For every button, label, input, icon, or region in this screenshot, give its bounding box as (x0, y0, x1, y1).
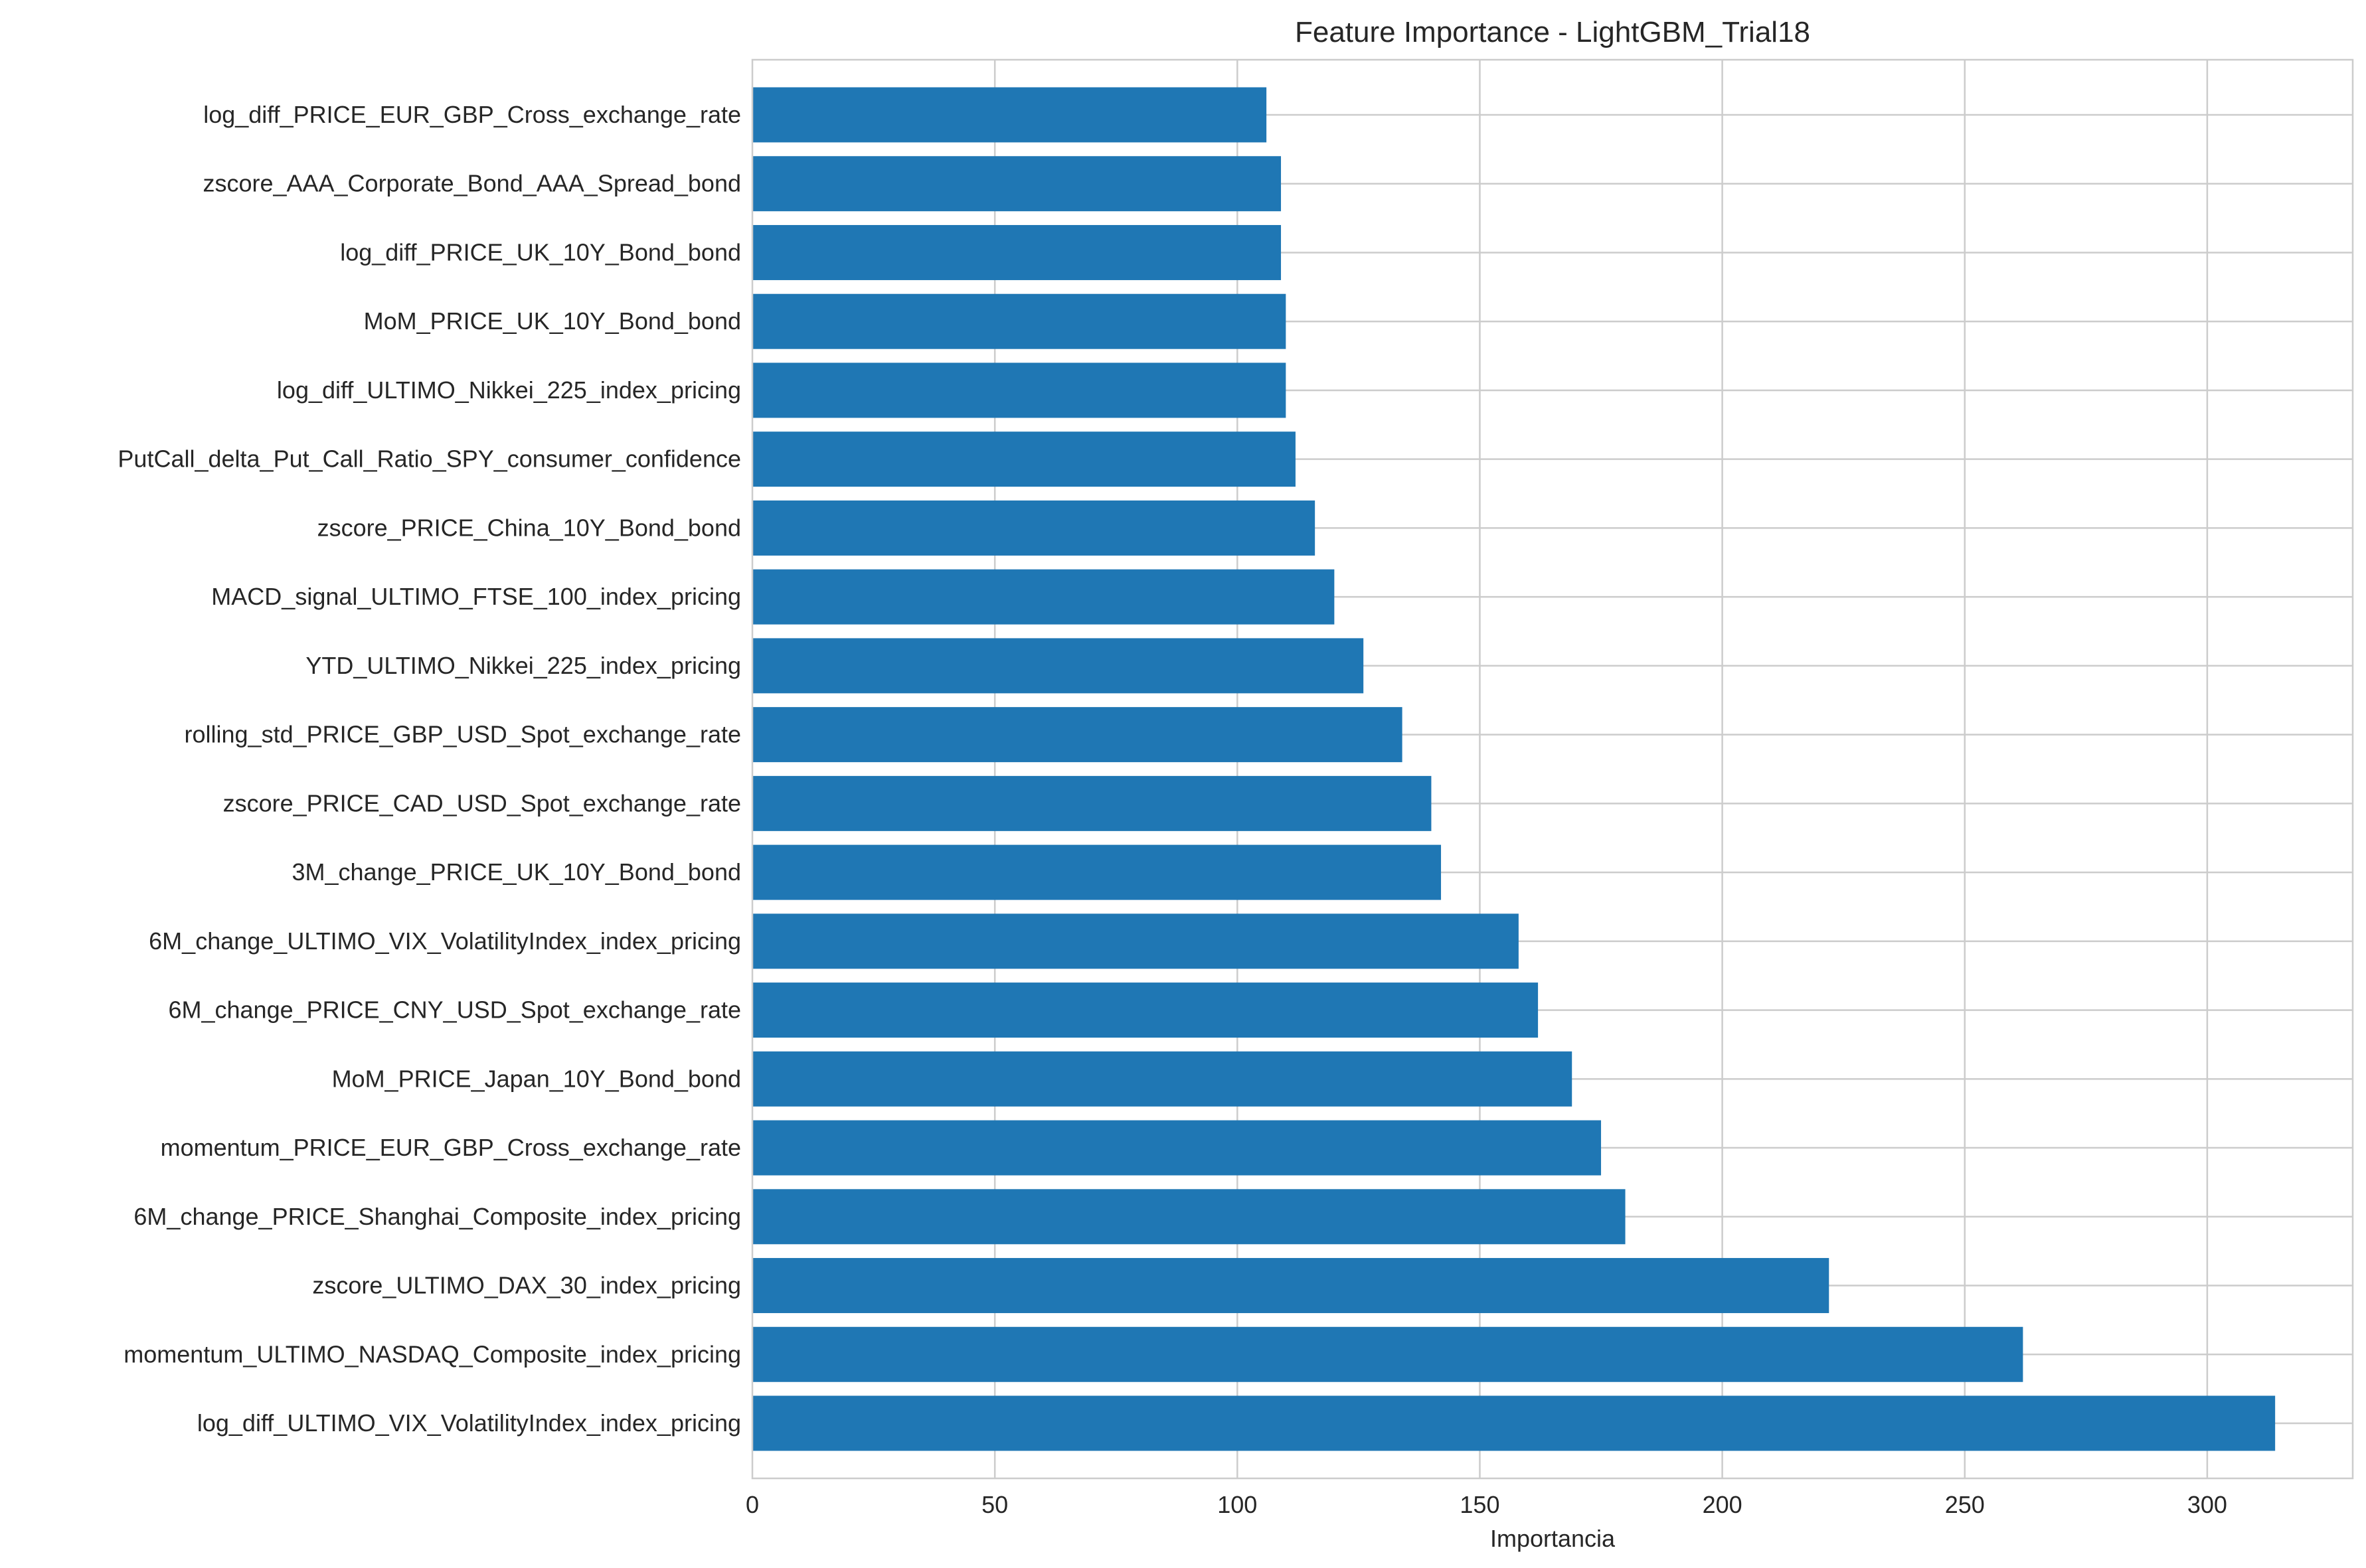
x-axis-title: Importancia (1490, 1525, 1616, 1552)
bar (752, 1120, 1602, 1176)
y-tick-label: YTD_ULTIMO_Nikkei_225_index_pricing (305, 652, 741, 679)
bar (752, 156, 1282, 212)
x-tick-label: 150 (1460, 1491, 1499, 1518)
bar (752, 87, 1267, 143)
bar (752, 431, 1296, 487)
y-tick-label: log_diff_ULTIMO_VIX_VolatilityIndex_inde… (197, 1409, 741, 1437)
y-tick-label: PutCall_delta_Put_Call_Ratio_SPY_consume… (118, 445, 741, 473)
bar (752, 293, 1286, 349)
bar (752, 844, 1442, 900)
x-tick-labels: 0 50 100 150 200 250 300 (746, 1491, 2227, 1518)
x-tick-label: 50 (981, 1491, 1008, 1518)
y-tick-label: momentum_ULTIMO_NASDAQ_Composite_index_p… (124, 1340, 741, 1368)
bar (752, 1395, 2276, 1451)
bar (752, 638, 1364, 694)
y-tick-label: log_diff_PRICE_UK_10Y_Bond_bond (340, 238, 741, 266)
y-tick-labels: log_diff_PRICE_EUR_GBP_Cross_exchange_ra… (118, 101, 741, 1437)
bar (752, 913, 1519, 969)
x-tick-label: 250 (1945, 1491, 1985, 1518)
x-tick-label: 0 (746, 1491, 759, 1518)
bar (752, 569, 1335, 625)
y-tick-label: MACD_signal_ULTIMO_FTSE_100_index_pricin… (211, 583, 741, 610)
bar (752, 500, 1315, 556)
y-tick-label: zscore_ULTIMO_DAX_30_index_pricing (312, 1272, 741, 1299)
y-tick-label: MoM_PRICE_UK_10Y_Bond_bond (364, 307, 741, 335)
x-tick-label: 300 (2187, 1491, 2227, 1518)
bar-layer (752, 87, 2276, 1451)
y-tick-label: log_diff_PRICE_EUR_GBP_Cross_exchange_ra… (203, 101, 741, 128)
bar (752, 982, 1539, 1038)
y-tick-label: 3M_change_PRICE_UK_10Y_Bond_bond (292, 858, 742, 886)
bar (752, 1051, 1572, 1107)
x-tick-label: 100 (1217, 1491, 1257, 1518)
bar (752, 707, 1402, 763)
y-tick-label: zscore_AAA_Corporate_Bond_AAA_Spread_bon… (203, 170, 741, 197)
y-tick-label: zscore_PRICE_CAD_USD_Spot_exchange_rate (223, 789, 741, 817)
y-tick-label: 6M_change_PRICE_CNY_USD_Spot_exchange_ra… (168, 996, 741, 1024)
y-tick-label: rolling_std_PRICE_GBP_USD_Spot_exchange_… (185, 721, 742, 748)
y-tick-label: MoM_PRICE_Japan_10Y_Bond_bond (332, 1065, 741, 1092)
y-tick-label: 6M_change_ULTIMO_VIX_VolatilityIndex_ind… (149, 927, 741, 955)
y-tick-label: zscore_PRICE_China_10Y_Bond_bond (317, 514, 741, 541)
y-tick-label: log_diff_ULTIMO_Nikkei_225_index_pricing (277, 376, 741, 404)
plot-frame (751, 58, 2354, 1480)
y-tick-label: 6M_change_PRICE_Shanghai_Composite_index… (133, 1203, 741, 1230)
bar (752, 1258, 1829, 1314)
bar (752, 362, 1286, 418)
bar (752, 1326, 2023, 1382)
bar (752, 1189, 1626, 1245)
x-tick-label: 200 (1703, 1491, 1742, 1518)
bar (752, 775, 1432, 831)
chart-title: Feature Importance - LightGBM_Trial18 (1295, 16, 1810, 48)
y-tick-label: momentum_PRICE_EUR_GBP_Cross_exchange_ra… (161, 1134, 741, 1161)
bar (752, 224, 1282, 280)
